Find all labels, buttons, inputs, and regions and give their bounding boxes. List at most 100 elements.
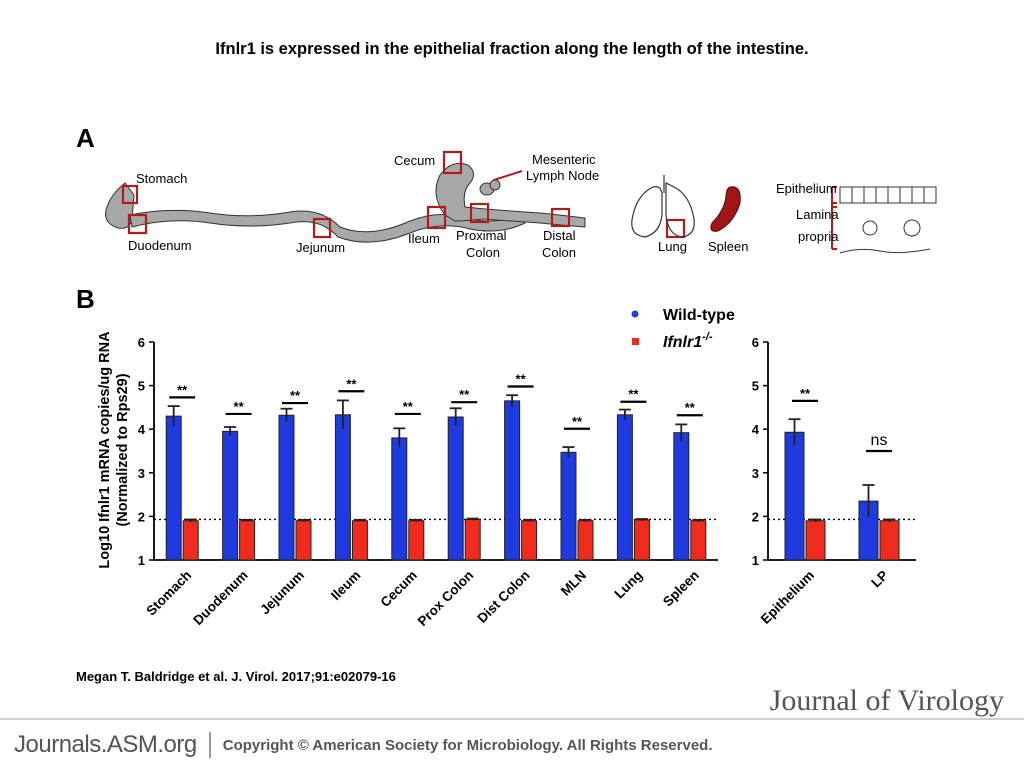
bar-wild-type <box>165 415 182 561</box>
y-tick-label: 1 <box>138 553 145 568</box>
x-tick-label: Jejunum <box>257 568 307 618</box>
lung-shape <box>631 175 695 238</box>
bar-knockout <box>351 520 368 561</box>
journal-name: Journal of Virology <box>769 684 1004 717</box>
x-tick-label: Lung <box>612 568 646 602</box>
y-tick-label: 6 <box>138 335 145 350</box>
bar-knockout <box>805 520 826 561</box>
chart-right: 1 2 3 4 5 6 ** Epithelium ns LP <box>752 335 916 627</box>
bar-knockout <box>879 520 900 561</box>
significance-label: ** <box>403 399 414 414</box>
bar-wild-type <box>616 414 633 561</box>
bar-knockout <box>464 518 481 561</box>
copyright-text: Copyright © American Society for Microbi… <box>222 736 713 754</box>
proximal-colon-box <box>469 202 490 224</box>
lung-box <box>665 218 686 239</box>
x-tick-label: MLN <box>558 568 589 599</box>
x-tick-label: Spleen <box>660 568 702 610</box>
region-boxes <box>121 150 686 239</box>
lymph-node-shape <box>489 179 501 191</box>
y-tick-label: 5 <box>752 379 759 394</box>
cecum-colon-shape <box>435 162 586 228</box>
jejunum-box <box>312 217 332 239</box>
x-tick-label: Stomach <box>143 568 194 619</box>
label-proximal-2: Colon <box>466 245 500 260</box>
bar-knockout <box>182 520 199 561</box>
slide-title: Ifnlr1 is expressed in the epithelial fr… <box>215 40 809 58</box>
x-tick-label: Cecum <box>377 568 419 610</box>
bar-wild-type <box>334 414 351 561</box>
label-epithelium: Epithelium <box>776 181 837 196</box>
footer-rule <box>0 718 1024 720</box>
significance-label: ** <box>177 382 188 397</box>
label-distal-1: Distal <box>543 228 576 243</box>
x-tick-label: Epithelium <box>758 568 817 627</box>
x-tick-label: Ileum <box>328 568 364 604</box>
significance-label: ** <box>346 376 357 391</box>
panel-b-letter: B <box>76 284 95 314</box>
label-distal-2: Colon <box>542 245 576 260</box>
label-ileum: Ileum <box>408 231 440 246</box>
bar-knockout <box>239 520 256 561</box>
y-tick-label: 4 <box>138 422 146 437</box>
cecum-box <box>442 150 463 175</box>
significance-label: ns <box>871 432 888 449</box>
citation: Megan T. Baldridge et al. J. Virol. 2017… <box>76 669 396 684</box>
bar-wild-type <box>391 437 408 561</box>
site-name[interactable]: Journals.ASM.org <box>14 731 197 758</box>
bar-wild-type <box>784 431 805 561</box>
x-tick-label: LP <box>868 568 891 591</box>
ileum-box <box>426 205 447 230</box>
label-jejunum: Jejunum <box>296 240 345 255</box>
bar-wild-type <box>504 400 521 561</box>
bar-knockout <box>295 520 312 561</box>
stomach-box <box>121 184 139 205</box>
significance-label: ** <box>516 371 527 386</box>
y-tick-label: 5 <box>138 379 145 394</box>
y-tick-label: 4 <box>752 422 760 437</box>
legend-ko-sup: -/- <box>702 331 713 343</box>
footer-separator <box>208 732 211 758</box>
label-mln-1: Mesenteric <box>532 152 596 167</box>
label-stomach: Stomach <box>136 171 187 186</box>
epithelium-lp-inset <box>831 186 937 254</box>
label-lp-1: Lamina <box>796 207 839 222</box>
bar-knockout <box>577 520 594 561</box>
legend-ko-name: Ifnlr1 <box>663 334 702 351</box>
significance-label: ** <box>234 399 245 414</box>
y-axis-label: Log10 Ifnlr1 mRNA copies/ug RNA (Normali… <box>97 331 131 569</box>
distal-colon-box <box>550 207 571 228</box>
x-tick-label: Prox Colon <box>415 568 477 630</box>
bar-wild-type <box>673 432 690 561</box>
bar-knockout <box>633 519 650 561</box>
x-tick-label: Dist Colon <box>474 568 532 626</box>
significance-label: ** <box>572 414 583 429</box>
panel-a-schematic: A Stomach <box>76 123 937 260</box>
significance-label: ** <box>459 387 470 402</box>
label-lp-2: propria <box>798 229 839 244</box>
panel-b-chart: B Log10 Ifnlr1 mRNA copies/ug RNA (Norma… <box>76 284 916 630</box>
y-axis-label-line2: (Normalized to Rps29) <box>115 373 131 526</box>
panel-a-letter: A <box>76 123 95 153</box>
significance-label: ** <box>628 387 639 402</box>
legend-ko-marker <box>632 338 639 345</box>
legend-wt-marker <box>631 310 639 318</box>
label-cecum: Cecum <box>394 153 435 168</box>
y-tick-label: 6 <box>752 335 759 350</box>
legend-wt-label: Wild-type <box>663 307 735 324</box>
bar-knockout <box>408 520 425 561</box>
panel-a-labels: Stomach Duodenum Jejunum Ileum Cecum Mes… <box>128 152 839 260</box>
spleen-shape <box>710 186 741 232</box>
label-mln-2: Lymph Node <box>526 168 599 183</box>
bar-knockout <box>521 520 538 561</box>
y-tick-label: 3 <box>138 466 145 481</box>
x-tick-label: Duodenum <box>190 568 250 628</box>
mln-pointer <box>493 170 523 181</box>
bar-knockout <box>690 520 707 561</box>
significance-label: ** <box>685 400 696 415</box>
significance-label: ** <box>290 388 301 403</box>
significance-label: ** <box>800 386 811 401</box>
footer-bar: Journals.ASM.org Copyright © American So… <box>0 728 1024 762</box>
y-tick-label: 1 <box>752 553 759 568</box>
bar-wild-type <box>560 451 577 561</box>
